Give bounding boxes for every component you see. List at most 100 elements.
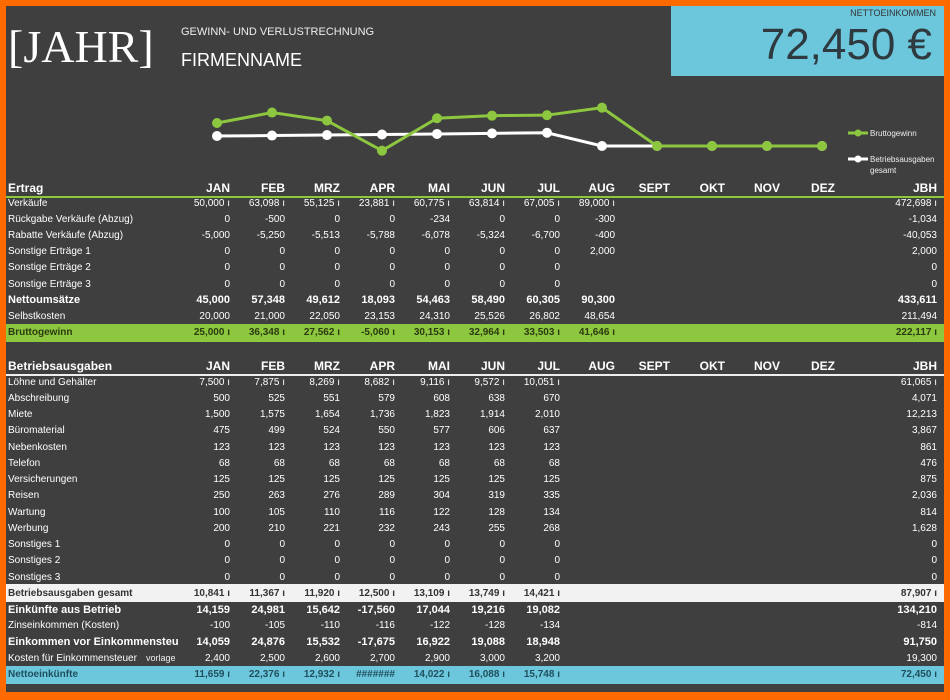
cell[interactable]: 63,814 ı	[468, 197, 505, 209]
cell[interactable]: 55,125 ı	[303, 197, 340, 209]
total-cell[interactable]: 3,867	[911, 425, 937, 437]
cell[interactable]: 123	[268, 441, 285, 453]
cell[interactable]: 1,736	[369, 409, 395, 420]
cell[interactable]: 125	[488, 474, 505, 485]
company-name[interactable]: FIRMENNAME	[181, 50, 302, 70]
cell[interactable]: 54,463	[416, 294, 450, 307]
cell[interactable]: -5,324	[476, 229, 505, 241]
cell[interactable]: 16,922	[416, 636, 450, 648]
year-title[interactable]: [JAHR]	[8, 21, 154, 72]
total-cell[interactable]: 476	[920, 457, 937, 469]
cell[interactable]: 335	[543, 490, 560, 502]
cell[interactable]: 125	[378, 474, 395, 485]
cell[interactable]: 0	[334, 213, 340, 225]
cell[interactable]: 550	[378, 425, 395, 437]
cell[interactable]: 221	[323, 522, 340, 534]
cell[interactable]: 499	[268, 425, 285, 437]
cell[interactable]: -5,250	[256, 229, 285, 241]
cell[interactable]: 210	[268, 522, 285, 534]
cell[interactable]: 110	[324, 506, 340, 518]
total-cell[interactable]: 875	[920, 474, 937, 485]
cell[interactable]: 7,500 ı	[199, 376, 230, 388]
cell[interactable]: 128	[488, 506, 505, 518]
cell[interactable]: 638	[488, 392, 505, 404]
cell[interactable]: 232	[378, 522, 395, 534]
cell[interactable]: 0	[554, 246, 560, 258]
cell[interactable]: 23,153	[364, 310, 395, 322]
cell[interactable]: 0	[224, 555, 230, 567]
cell[interactable]: 15,532	[306, 636, 340, 648]
cell[interactable]: 551	[323, 392, 340, 404]
cell[interactable]: 637	[543, 425, 560, 437]
cell[interactable]: 243	[433, 522, 450, 534]
cell[interactable]: 0	[554, 278, 560, 290]
total-cell[interactable]: 472,698 ı	[895, 197, 937, 209]
cell[interactable]: 0	[499, 539, 505, 550]
cell[interactable]: 263	[268, 490, 285, 502]
cell[interactable]: 0	[224, 278, 230, 290]
cell[interactable]: 319	[488, 490, 505, 502]
cell[interactable]: 19,088	[471, 636, 505, 648]
cell[interactable]: 20,000	[199, 310, 230, 322]
cell[interactable]: 116	[379, 506, 395, 518]
total-cell[interactable]: 0	[931, 555, 937, 567]
cell[interactable]: -234	[429, 213, 450, 225]
total-cell[interactable]: 814	[920, 506, 937, 518]
cell[interactable]: 3,200	[534, 652, 560, 664]
cell[interactable]: 8,682 ı	[364, 376, 395, 388]
cell[interactable]: 105	[268, 506, 285, 518]
cell[interactable]: -5,000	[201, 229, 230, 241]
cell[interactable]: -116	[375, 620, 395, 632]
cell[interactable]: 200	[213, 522, 230, 534]
cell[interactable]: 2,600	[314, 652, 340, 664]
cell[interactable]: 2,700	[369, 652, 395, 664]
total-cell[interactable]: 2,000	[911, 246, 937, 258]
cell[interactable]: 8,269 ı	[309, 376, 340, 388]
cell[interactable]: 0	[224, 213, 230, 225]
cell[interactable]: 0	[334, 555, 340, 567]
cell[interactable]: 0	[444, 262, 450, 274]
cell[interactable]: 26,802	[529, 310, 560, 322]
cell[interactable]: 19,082	[526, 603, 560, 616]
cell[interactable]: 14,421 ı	[523, 587, 560, 599]
total-cell[interactable]: 0	[931, 262, 937, 274]
cell[interactable]: 0	[554, 555, 560, 567]
cell[interactable]: 16,088 ı	[468, 669, 505, 680]
total-cell[interactable]: 861	[920, 441, 937, 453]
cell[interactable]: 60,775 ı	[413, 197, 450, 209]
cell[interactable]: 68	[383, 457, 395, 469]
total-cell[interactable]: 0	[931, 278, 937, 290]
cell[interactable]: 0	[499, 213, 505, 225]
cell[interactable]: 2,400	[204, 652, 230, 664]
cell[interactable]: 1,500	[204, 409, 230, 420]
cell[interactable]: 0	[389, 539, 395, 550]
cell[interactable]: 19,216	[471, 603, 505, 616]
cell[interactable]: 21,000	[254, 310, 285, 322]
cell[interactable]: 525	[268, 392, 285, 404]
cell[interactable]: 22,050	[309, 310, 340, 322]
cell[interactable]: 50,000 ı	[193, 197, 230, 209]
cell[interactable]: -5,788	[366, 229, 395, 241]
cell[interactable]: 0	[279, 539, 285, 550]
cell[interactable]: 0	[389, 555, 395, 567]
cell[interactable]: 2,500	[259, 652, 285, 664]
cell[interactable]: 123	[543, 441, 560, 453]
cell[interactable]: 0	[389, 278, 395, 290]
cell[interactable]: 1,575	[259, 409, 285, 420]
net-income-box[interactable]: NETTOEINKOMMEN 72,450 €	[671, 6, 944, 76]
total-cell[interactable]: 4,071	[911, 392, 937, 404]
cell[interactable]: 0	[334, 539, 340, 550]
cell[interactable]: 25,000 ı	[193, 327, 230, 339]
cell[interactable]: 0	[334, 571, 340, 583]
cell[interactable]: 0	[499, 278, 505, 290]
cell[interactable]: 89,000 ı	[578, 197, 615, 209]
cell[interactable]: 10,841 ı	[193, 587, 230, 599]
cell[interactable]: 1,914	[479, 409, 505, 420]
cell[interactable]: 63,098 ı	[248, 197, 285, 209]
cell[interactable]: 122	[433, 506, 450, 518]
cell[interactable]: 60,305	[526, 294, 560, 307]
cell[interactable]: 32,964 ı	[468, 327, 505, 339]
cell[interactable]: -122	[429, 620, 450, 632]
cell[interactable]: 2,900	[424, 652, 450, 664]
cell[interactable]: 100	[213, 506, 230, 518]
